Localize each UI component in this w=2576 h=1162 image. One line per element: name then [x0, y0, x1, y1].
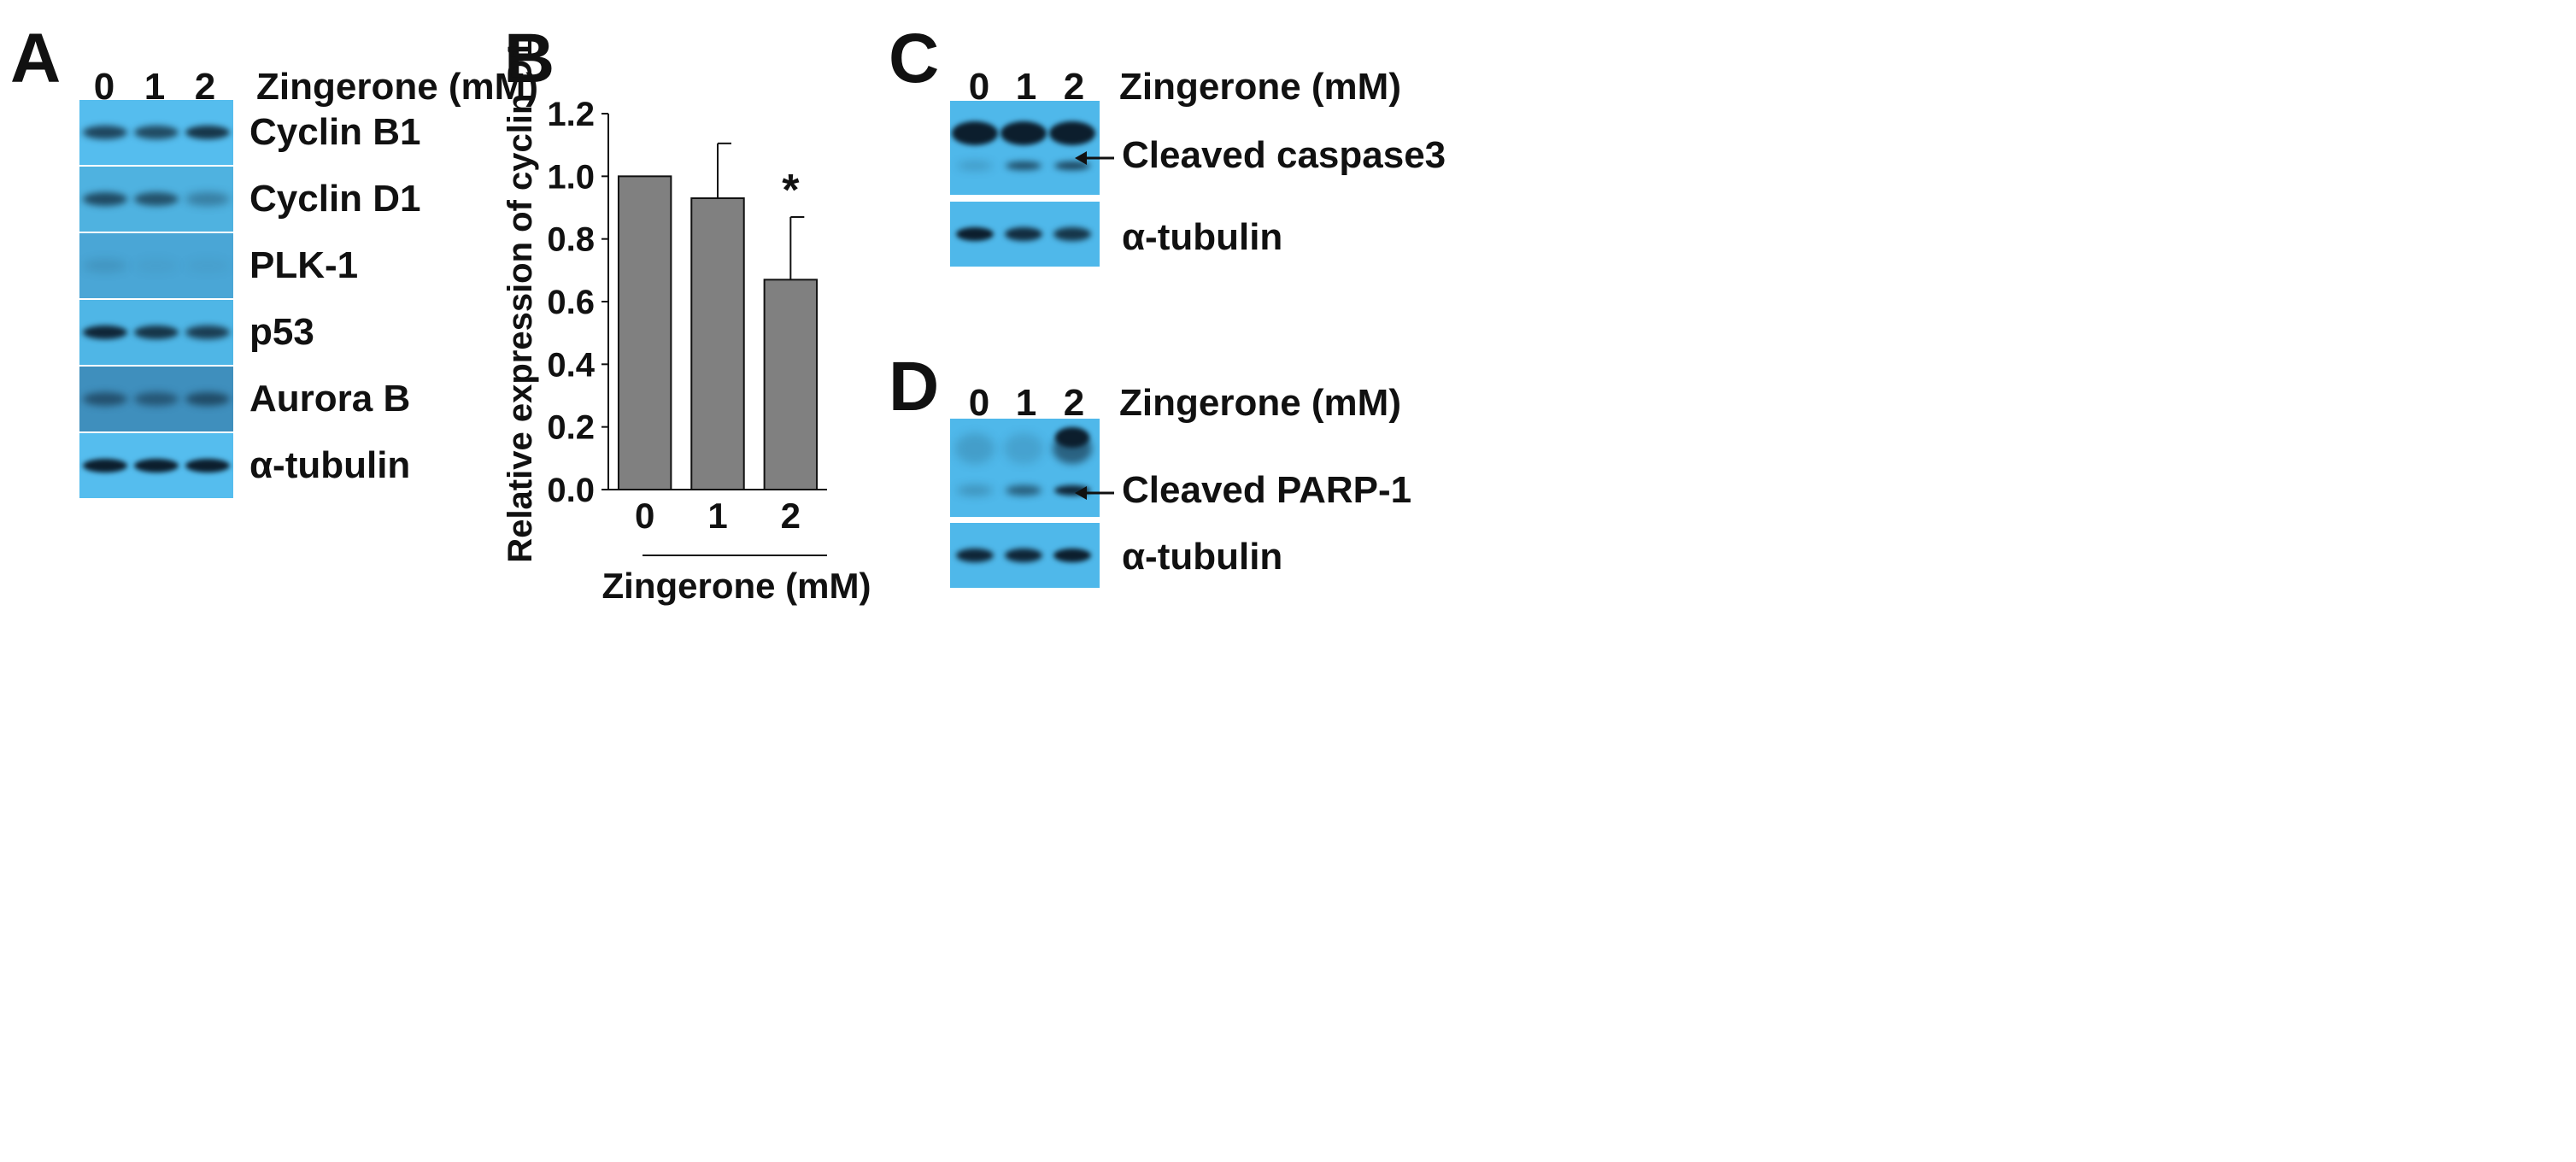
panel-a-treatment-header: Zingerone (mM) [256, 66, 538, 108]
blot-band [1005, 549, 1042, 562]
blot-band [134, 326, 179, 339]
panel-d-lane-0: 0 [968, 382, 990, 424]
panel-c-treatment-header: Zingerone (mM) [1119, 66, 1401, 108]
y-tick-label: 1.0 [547, 158, 595, 196]
panel-c-letter: C [889, 20, 940, 97]
x-tick-label: 0 [635, 496, 654, 536]
blot-band [83, 192, 127, 206]
panel-a-blot-2 [79, 233, 233, 298]
panel-a-blot-label: Cyclin D1 [249, 178, 421, 220]
blot-band [83, 259, 127, 273]
x-tick-label: 2 [781, 496, 801, 536]
y-tick-label: 0.2 [547, 409, 595, 447]
blot-band [1006, 485, 1042, 496]
blot-band [83, 326, 127, 339]
blot-smear [1055, 427, 1089, 448]
y-tick-label: 0.4 [547, 346, 595, 384]
y-tick-label: 1.2 [547, 96, 595, 133]
panel-d-tubulin-label: α-tubulin [1122, 536, 1283, 578]
blot-band [956, 549, 994, 562]
panel-b-letter: B [504, 20, 555, 97]
blot-band [83, 392, 127, 406]
blot-band [185, 392, 230, 406]
blot-band [1054, 161, 1090, 170]
panel-c-caspase3-blot [950, 101, 1100, 195]
panel-d-cleaved-parp1-label: Cleaved PARP-1 [1122, 469, 1412, 511]
blot-band [134, 459, 179, 472]
left-arrow-icon [1075, 151, 1114, 165]
blot-band [1049, 121, 1095, 145]
panel-c-lane-0: 0 [968, 66, 990, 108]
panel-a-lane-0: 0 [93, 66, 115, 108]
panel-a-lane-1: 1 [144, 66, 166, 108]
blot-band [134, 126, 179, 139]
panel-d-lane-1: 1 [1015, 382, 1037, 424]
blot-band [185, 126, 230, 139]
blot-band [956, 227, 994, 241]
panel-a-blot-3 [79, 300, 233, 365]
x-tick-label: 1 [707, 496, 727, 536]
blot-band [134, 259, 179, 273]
blot-band [1000, 121, 1047, 145]
blot-band [1005, 227, 1042, 241]
blot-band [83, 126, 127, 139]
panel-c-lane-1: 1 [1015, 66, 1037, 108]
blot-band [185, 192, 230, 206]
panel-a-lane-2: 2 [194, 66, 216, 108]
panel-a-blot-5 [79, 433, 233, 498]
blot-smear [1004, 433, 1043, 464]
panel-a-blot-label: Aurora B [249, 378, 411, 420]
panel-c-tubulin-label: α-tubulin [1122, 216, 1283, 258]
blot-band [957, 485, 993, 496]
blot-band [185, 259, 230, 273]
blot-band [1006, 161, 1042, 170]
y-tick-label: 0.8 [547, 221, 595, 259]
panel-c-tubulin-blot [950, 202, 1100, 267]
panel-a-blot-label: α-tubulin [249, 444, 411, 486]
blot-band [185, 459, 230, 472]
left-arrow-icon [1075, 486, 1114, 500]
panel-a-blot-4 [79, 367, 233, 431]
y-axis-label: Relative expression of cyclin D1 [502, 40, 539, 562]
blot-band [83, 459, 127, 472]
panel-c-arrow [1073, 140, 1118, 178]
panel-d-treatment-header: Zingerone (mM) [1119, 382, 1401, 424]
panel-a-blot-label: Cyclin B1 [249, 111, 421, 153]
y-tick-label: 0.0 [547, 472, 595, 509]
bar-0 [617, 175, 672, 490]
bar-1 [690, 197, 745, 490]
panel-a-blot-label: PLK-1 [249, 244, 359, 286]
bar-2 [763, 279, 819, 491]
blot-band [134, 392, 179, 406]
panel-a-blot-1 [79, 167, 233, 232]
blot-band [1053, 227, 1091, 241]
panel-c-lane-2: 2 [1063, 66, 1085, 108]
panel-a-letter: A [10, 20, 62, 97]
blot-band [957, 161, 993, 170]
x-axis-label: Zingerone (mM) [602, 566, 871, 606]
y-tick-label: 0.6 [547, 284, 595, 321]
panel-c-cleaved-caspase3-label: Cleaved caspase3 [1122, 134, 1446, 176]
blot-band [952, 121, 998, 145]
panel-d-arrow [1073, 475, 1118, 513]
panel-d-lane-2: 2 [1063, 382, 1085, 424]
blot-band [1053, 549, 1091, 562]
panel-d-letter: D [889, 348, 940, 425]
blot-smear [955, 433, 995, 464]
significance-marker: * [782, 166, 800, 215]
panel-a-blot-label: p53 [249, 311, 314, 353]
blot-band [134, 192, 179, 206]
panel-a-blot-0 [79, 100, 233, 165]
panel-d-tubulin-blot [950, 523, 1100, 588]
blot-band [185, 326, 230, 339]
